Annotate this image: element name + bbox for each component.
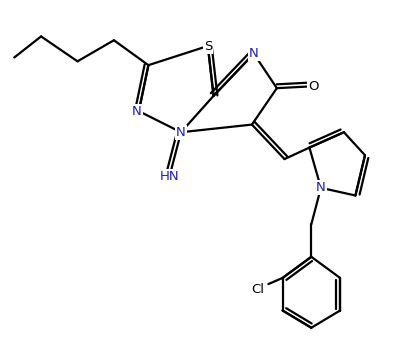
Text: N: N bbox=[132, 105, 142, 118]
Text: HN: HN bbox=[160, 170, 179, 183]
Text: S: S bbox=[204, 39, 212, 52]
Text: O: O bbox=[308, 80, 319, 93]
Text: N: N bbox=[249, 47, 259, 60]
Text: N: N bbox=[176, 126, 186, 139]
Text: N: N bbox=[316, 181, 326, 194]
Text: Cl: Cl bbox=[251, 283, 264, 296]
